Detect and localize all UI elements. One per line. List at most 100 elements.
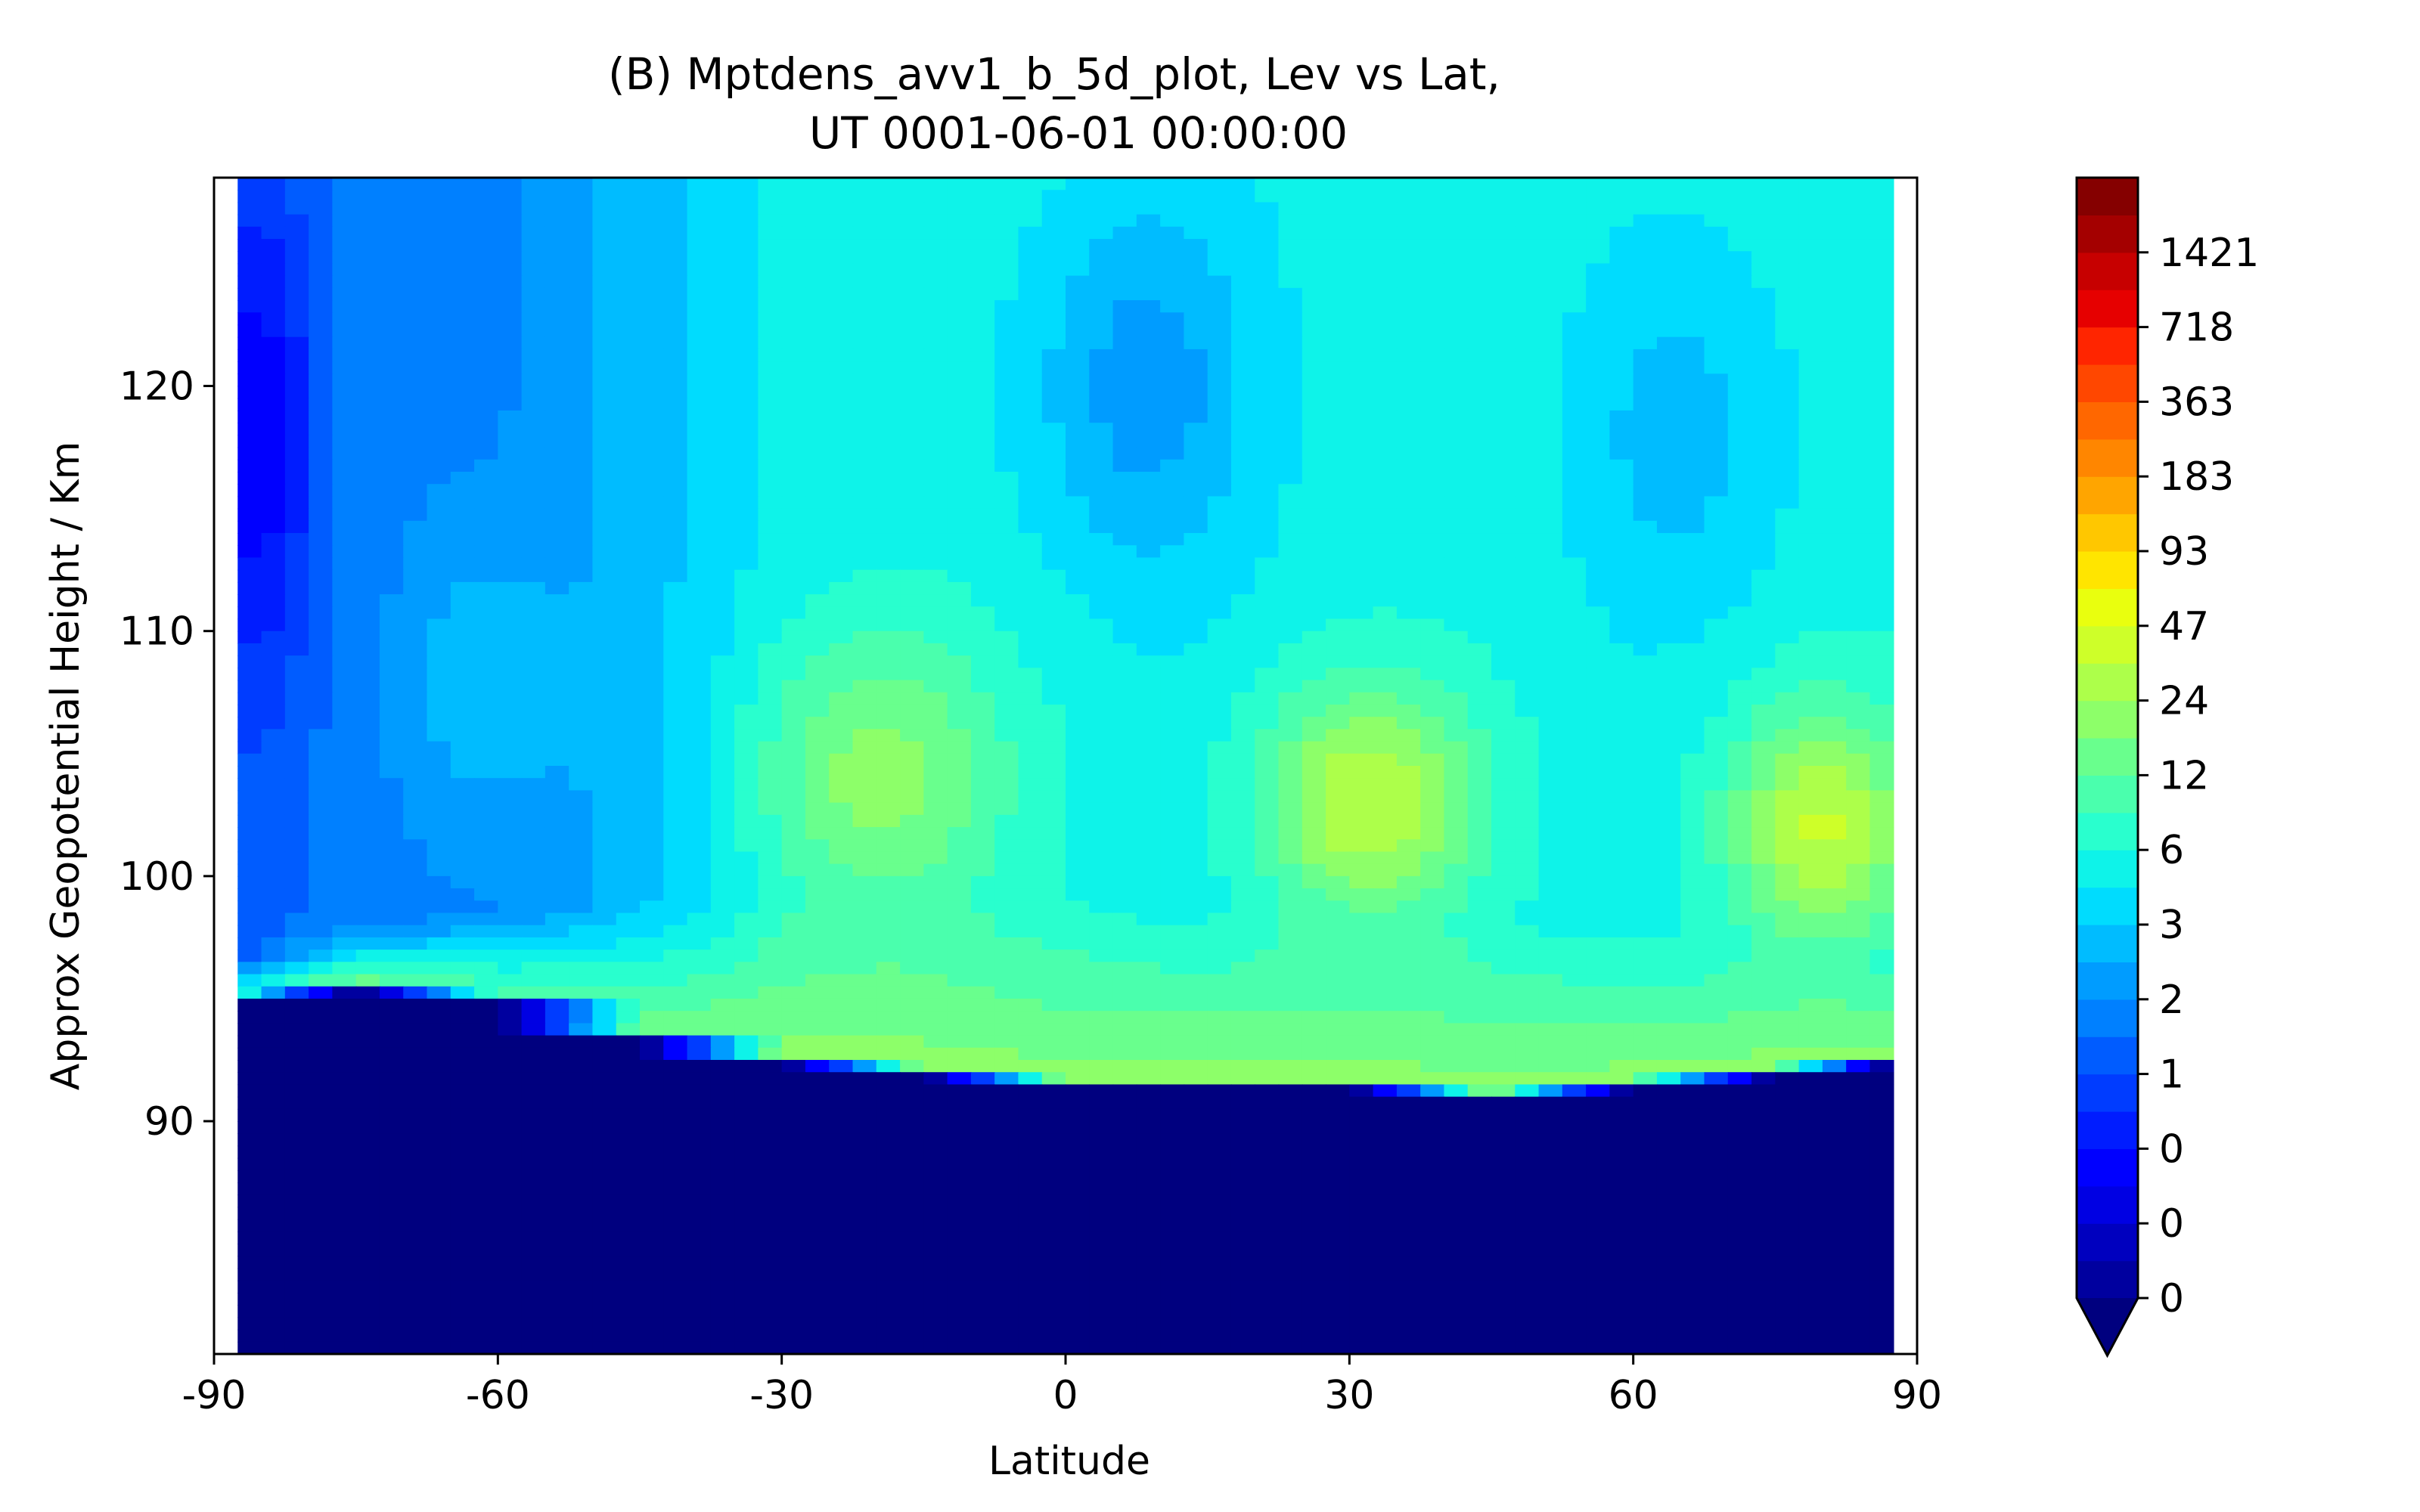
contour-cell	[332, 336, 357, 350]
contour-cell	[309, 214, 334, 228]
contour-cell	[829, 398, 854, 411]
contour-cell	[1420, 717, 1445, 730]
contour-cell	[1255, 900, 1280, 914]
contour-cell	[1041, 300, 1066, 314]
contour-cell	[947, 214, 972, 228]
contour-cell	[332, 851, 357, 865]
contour-cell	[1467, 741, 1492, 754]
contour-cell	[1373, 251, 1398, 265]
contour-cell	[427, 606, 451, 620]
contour-cell	[1586, 692, 1611, 705]
contour-cell	[1538, 839, 1563, 853]
contour-cell	[1041, 361, 1066, 375]
contour-cell	[237, 814, 262, 828]
contour-cell	[687, 704, 712, 717]
contour-cell	[1184, 643, 1208, 656]
contour-cell	[970, 324, 995, 338]
contour-cell	[1491, 594, 1516, 608]
contour-cell	[379, 1035, 405, 1049]
contour-cell	[734, 998, 759, 1012]
contour-cell	[261, 741, 286, 754]
contour-cell	[1349, 925, 1374, 938]
contour-cell	[640, 962, 665, 975]
contour-cell	[1515, 190, 1540, 203]
contour-cell	[687, 423, 712, 436]
contour-cell	[1538, 508, 1563, 522]
contour-cell	[781, 324, 806, 338]
contour-cell	[498, 839, 523, 853]
contour-cell	[332, 239, 357, 253]
contour-cell	[1089, 998, 1114, 1012]
contour-cell	[1704, 680, 1729, 693]
contour-cell	[829, 766, 854, 779]
contour-cell	[1018, 533, 1043, 547]
contour-cell	[970, 692, 995, 705]
contour-cell	[237, 324, 262, 338]
contour-cell	[734, 863, 759, 877]
contour-cell	[687, 900, 712, 914]
contour-cell	[663, 214, 688, 228]
contour-cell	[1160, 300, 1185, 314]
contour-cell	[1704, 361, 1729, 375]
contour-cell	[1775, 190, 1800, 203]
contour-cell	[1444, 950, 1469, 963]
contour-cell	[1066, 312, 1091, 326]
contour-cell	[640, 753, 665, 767]
contour-cell	[237, 986, 262, 999]
contour-cell	[474, 581, 499, 595]
contour-cell	[781, 900, 806, 914]
contour-cell	[1633, 655, 1658, 669]
contour-cell	[1160, 766, 1185, 779]
contour-cell	[1278, 435, 1303, 448]
contour-cell	[1278, 324, 1303, 338]
contour-cell	[1278, 190, 1303, 203]
contour-cell	[1798, 827, 1823, 841]
contour-cell	[1680, 950, 1705, 963]
contour-cell	[1633, 386, 1658, 399]
contour-cell	[569, 484, 594, 497]
contour-cell	[1041, 655, 1066, 669]
contour-cell	[1444, 373, 1469, 387]
contour-cell	[663, 753, 688, 767]
contour-cell	[1041, 496, 1066, 510]
contour-cell	[1467, 851, 1492, 865]
contour-cell	[1160, 410, 1185, 423]
contour-cell	[852, 950, 877, 963]
contour-cell	[876, 717, 901, 730]
contour-cell	[852, 986, 877, 999]
contour-cell	[1586, 398, 1611, 411]
contour-cell	[734, 336, 759, 350]
contour-cell	[829, 178, 854, 191]
contour-cell	[1326, 251, 1351, 265]
contour-cell	[1680, 373, 1705, 387]
contour-cell	[1467, 986, 1492, 999]
chart-title-line1: (B) Mptdens_avv1_b_5d_plot, Lev vs Lat,	[608, 48, 1500, 100]
contour-cell	[1798, 839, 1823, 853]
contour-cell	[734, 508, 759, 522]
contour-cell	[876, 263, 901, 277]
contour-cell	[1775, 214, 1800, 228]
contour-cell	[1538, 937, 1563, 950]
contour-cell	[1562, 435, 1587, 448]
contour-cell	[616, 251, 641, 265]
contour-cell	[1230, 937, 1256, 950]
contour-cell	[1491, 581, 1516, 595]
contour-cell	[521, 962, 546, 975]
contour-cell	[1751, 336, 1776, 350]
contour-cell	[758, 275, 783, 289]
contour-cell	[1396, 435, 1421, 448]
contour-cell	[521, 1047, 546, 1061]
contour-cell	[1680, 300, 1705, 314]
contour-cell	[734, 557, 759, 571]
contour-cell	[379, 925, 405, 938]
contour-cell	[734, 741, 759, 754]
contour-cell	[1041, 178, 1066, 191]
contour-cell	[1680, 643, 1705, 656]
contour-cell	[1136, 300, 1161, 314]
contour-cell	[640, 704, 665, 717]
contour-cell	[403, 300, 428, 314]
contour-cell	[970, 386, 995, 399]
contour-cell	[876, 226, 901, 240]
contour-cell	[1562, 704, 1587, 717]
contour-cell	[1538, 435, 1563, 448]
